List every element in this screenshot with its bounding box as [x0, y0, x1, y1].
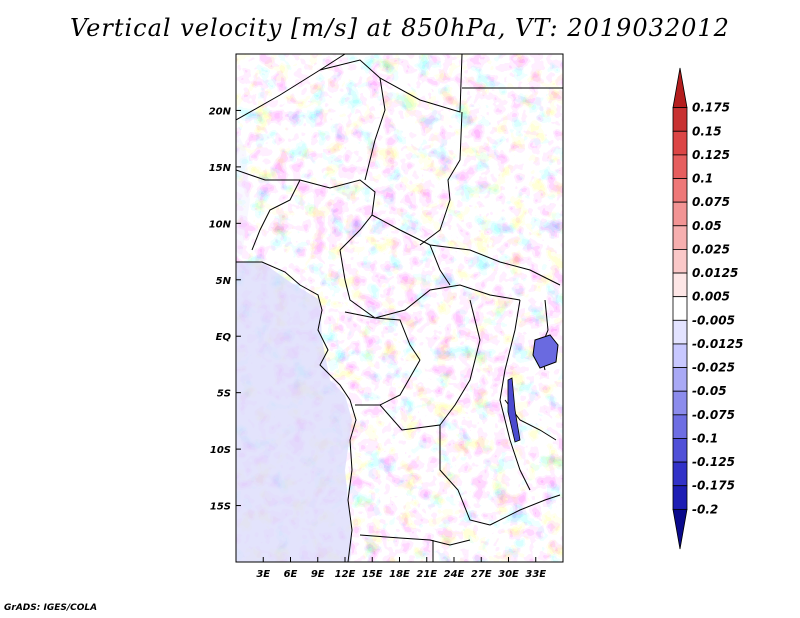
x-axis-ticks: 3E 6E 9E 12E 15E 18E 21E 24E 27E 30E 33E: [256, 557, 546, 580]
x-tick-label: 9E: [311, 569, 325, 580]
colorbar-swatch: [672, 107, 688, 132]
colorbar-label: -0.0125: [692, 337, 743, 351]
colorbar-label: 0.075: [692, 195, 730, 209]
colorbar-swatch: [672, 390, 688, 416]
colorbar-label: -0.1: [692, 431, 718, 445]
colorbar-label: 0.175: [692, 101, 730, 115]
country-borders: [236, 54, 563, 562]
x-tick-label: 18E: [389, 569, 410, 580]
y-tick-label: 15S: [210, 502, 231, 513]
colorbar-swatch: [672, 414, 688, 439]
x-tick-label: 21E: [416, 569, 437, 580]
x-tick-label: 27E: [471, 569, 492, 580]
colorbar-swatch: [672, 438, 688, 463]
y-tick-label: 10N: [209, 219, 232, 230]
map-plot-area: [236, 54, 563, 562]
colorbar-swatch: [672, 225, 688, 250]
map-title: Vertical velocity [m/s] at 850hPa, VT: 2…: [70, 14, 730, 42]
colorbar-label: -0.175: [692, 479, 735, 493]
x-tick-label: 6E: [284, 569, 298, 580]
x-tick-label: 12E: [335, 569, 356, 580]
y-tick-label: 20N: [209, 106, 232, 117]
y-tick-label: 5S: [217, 389, 231, 400]
colorbar: 0.175 0.15 0.125 0.1 0.075 0.05 0.025 0.0125 0.0…: [672, 67, 743, 550]
colorbar-label: 0.005: [692, 290, 730, 304]
y-tick-label: 15N: [209, 163, 232, 174]
colorbar-label: -0.005: [692, 313, 735, 327]
x-tick-label: 33E: [525, 569, 546, 580]
colorbar-label: 0.05: [692, 219, 722, 233]
colorbar-swatch: [672, 178, 688, 203]
colorbar-label: -0.2: [692, 502, 718, 516]
colorbar-swatch: [672, 67, 688, 109]
colorbar-swatch: [672, 154, 688, 179]
x-tick-label: 15E: [362, 569, 383, 580]
colorbar-label: -0.05: [692, 384, 727, 398]
x-tick-label: 3E: [256, 569, 270, 580]
colorbar-swatch: [672, 296, 688, 321]
ocean-area: [236, 130, 250, 258]
grads-credit: GrADS: IGES/COLA: [4, 603, 98, 613]
colorbar-swatch: [672, 319, 688, 345]
colorbar-swatch: [672, 130, 688, 156]
colorbar-label: 0.15: [692, 124, 722, 138]
colorbar-swatch: [672, 201, 688, 227]
colorbar-swatch: [672, 249, 688, 274]
colorbar-label: -0.075: [692, 408, 735, 422]
colorbar-swatch: [672, 485, 688, 510]
x-tick-label: 30E: [498, 569, 519, 580]
y-tick-label: 5N: [216, 276, 232, 287]
colorbar-swatch: [672, 461, 688, 487]
colorbar-swatch: [672, 272, 688, 298]
x-tick-label: 24E: [444, 569, 465, 580]
colorbar-label: -0.025: [692, 361, 735, 375]
colorbar-label: 0.0125: [692, 266, 738, 280]
colorbar-label: 0.125: [692, 148, 730, 162]
ocean-area: [236, 262, 352, 562]
colorbar-swatch: [672, 367, 688, 392]
y-axis-ticks: 20N 15N 10N 5N EQ 5S 10S 15S: [209, 106, 241, 513]
y-tick-label: EQ: [216, 332, 232, 343]
lake-tanganyika: [507, 377, 521, 443]
lake-victoria: [532, 334, 559, 369]
colorbar-label: 0.025: [692, 242, 730, 256]
colorbar-label: 0.1: [692, 172, 713, 186]
colorbar-label: -0.125: [692, 455, 735, 469]
colorbar-swatch: [672, 508, 688, 550]
colorbar-swatch: [672, 343, 688, 368]
y-tick-label: 10S: [210, 445, 231, 456]
